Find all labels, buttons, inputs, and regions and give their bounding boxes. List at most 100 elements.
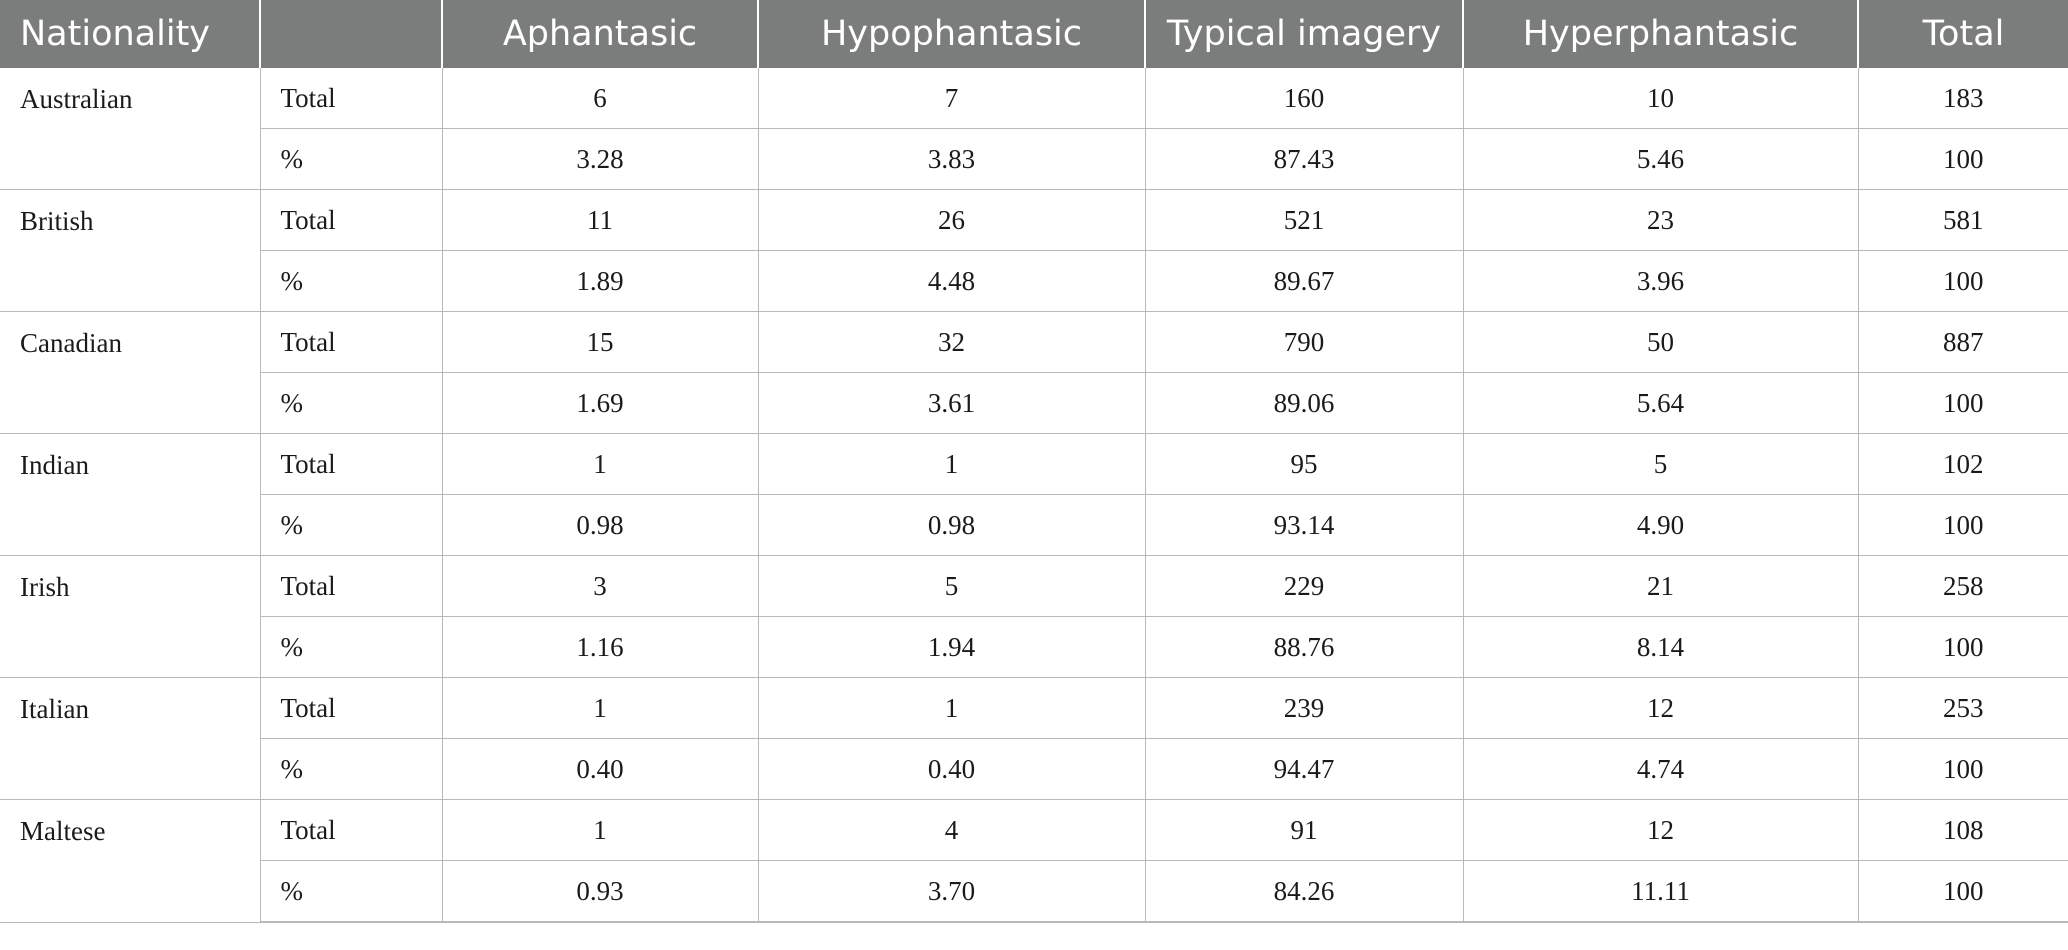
- value-cell: 10: [1463, 68, 1859, 129]
- table-row: Maltese Total 1 4 91 12 108: [0, 799, 2068, 923]
- header-typical-imagery: Typical imagery: [1145, 0, 1464, 68]
- value-cell: 1.16: [442, 616, 759, 678]
- value-cell: 88.76: [1145, 616, 1464, 678]
- row-type-cell: Total: [260, 433, 443, 495]
- value-cell: 12: [1463, 677, 1859, 739]
- value-cell: 581: [1858, 189, 2068, 251]
- value-cell: 100: [1858, 616, 2068, 678]
- value-cell: 50: [1463, 311, 1859, 373]
- value-cell: 1.94: [758, 616, 1146, 678]
- value-cell: 21: [1463, 555, 1859, 617]
- value-cell: 100: [1858, 250, 2068, 312]
- row-type-cell: %: [260, 860, 443, 923]
- nationality-cell: Italian: [0, 677, 261, 800]
- value-cell: 3.28: [442, 128, 759, 190]
- value-cell: 100: [1858, 494, 2068, 556]
- table-header: Nationality Aphantasic Hypophantasic Typ…: [0, 0, 2068, 68]
- value-cell: 100: [1858, 128, 2068, 190]
- row-type-cell: %: [260, 616, 443, 678]
- value-cell: 84.26: [1145, 860, 1464, 923]
- value-cell: 4.48: [758, 250, 1146, 312]
- table-row: % 3.28 3.83 87.43 5.46 100: [0, 128, 2068, 190]
- header-row-type: [260, 0, 443, 68]
- value-cell: 160: [1145, 68, 1464, 129]
- value-cell: 5.64: [1463, 372, 1859, 434]
- value-cell: 4.90: [1463, 494, 1859, 556]
- value-cell: 89.06: [1145, 372, 1464, 434]
- value-cell: 3.70: [758, 860, 1146, 923]
- value-cell: 1.69: [442, 372, 759, 434]
- value-cell: 8.14: [1463, 616, 1859, 678]
- value-cell: 0.40: [758, 738, 1146, 800]
- table-row: Canadian Total 15 32 790 50 887: [0, 311, 2068, 434]
- value-cell: 32: [758, 311, 1146, 373]
- table-row: % 0.40 0.40 94.47 4.74 100: [0, 738, 2068, 800]
- value-cell: 87.43: [1145, 128, 1464, 190]
- value-cell: 0.98: [758, 494, 1146, 556]
- row-type-cell: Total: [260, 189, 443, 251]
- value-cell: 887: [1858, 311, 2068, 373]
- header-nationality: Nationality: [0, 0, 261, 68]
- row-type-cell: Total: [260, 799, 443, 861]
- row-type-cell: %: [260, 738, 443, 800]
- data-table-container: Nationality Aphantasic Hypophantasic Typ…: [0, 0, 2068, 923]
- value-cell: 790: [1145, 311, 1464, 373]
- value-cell: 23: [1463, 189, 1859, 251]
- value-cell: 7: [758, 68, 1146, 129]
- header-row: Nationality Aphantasic Hypophantasic Typ…: [0, 0, 2068, 68]
- value-cell: 26: [758, 189, 1146, 251]
- value-cell: 0.40: [442, 738, 759, 800]
- value-cell: 11: [442, 189, 759, 251]
- value-cell: 5: [758, 555, 1146, 617]
- header-hyperphantasic: Hyperphantasic: [1463, 0, 1859, 68]
- value-cell: 3.61: [758, 372, 1146, 434]
- table-row: % 1.16 1.94 88.76 8.14 100: [0, 616, 2068, 678]
- value-cell: 3: [442, 555, 759, 617]
- table-row: % 0.93 3.70 84.26 11.11 100: [0, 860, 2068, 923]
- value-cell: 1.89: [442, 250, 759, 312]
- value-cell: 100: [1858, 372, 2068, 434]
- value-cell: 94.47: [1145, 738, 1464, 800]
- nationality-imagery-table: Nationality Aphantasic Hypophantasic Typ…: [0, 0, 2068, 923]
- header-total: Total: [1858, 0, 2068, 68]
- value-cell: 1: [442, 677, 759, 739]
- row-type-cell: %: [260, 250, 443, 312]
- row-type-cell: %: [260, 372, 443, 434]
- value-cell: 1: [758, 677, 1146, 739]
- row-type-cell: Total: [260, 68, 443, 129]
- value-cell: 253: [1858, 677, 2068, 739]
- header-hypophantasic: Hypophantasic: [758, 0, 1146, 68]
- row-type-cell: Total: [260, 677, 443, 739]
- value-cell: 0.93: [442, 860, 759, 923]
- value-cell: 95: [1145, 433, 1464, 495]
- value-cell: 5: [1463, 433, 1859, 495]
- value-cell: 108: [1858, 799, 2068, 861]
- value-cell: 521: [1145, 189, 1464, 251]
- value-cell: 1: [758, 433, 1146, 495]
- row-type-cell: %: [260, 494, 443, 556]
- row-type-cell: %: [260, 128, 443, 190]
- table-row: % 1.89 4.48 89.67 3.96 100: [0, 250, 2068, 312]
- value-cell: 229: [1145, 555, 1464, 617]
- value-cell: 4.74: [1463, 738, 1859, 800]
- nationality-cell: Indian: [0, 433, 261, 556]
- value-cell: 89.67: [1145, 250, 1464, 312]
- nationality-cell: Maltese: [0, 799, 261, 923]
- value-cell: 3.96: [1463, 250, 1859, 312]
- table-row: % 1.69 3.61 89.06 5.64 100: [0, 372, 2068, 434]
- value-cell: 102: [1858, 433, 2068, 495]
- table-row: Italian Total 1 1 239 12 253: [0, 677, 2068, 800]
- value-cell: 91: [1145, 799, 1464, 861]
- table-row: Australian Total 6 7 160 10 183: [0, 68, 2068, 190]
- nationality-cell: Australian: [0, 68, 261, 190]
- value-cell: 0.98: [442, 494, 759, 556]
- table-body: Australian Total 6 7 160 10 183% 3.28 3.83 87.43 5…: [0, 68, 2068, 923]
- value-cell: 4: [758, 799, 1146, 861]
- value-cell: 258: [1858, 555, 2068, 617]
- value-cell: 11.11: [1463, 860, 1859, 923]
- table-row: Indian Total 1 1 95 5 102: [0, 433, 2068, 556]
- value-cell: 12: [1463, 799, 1859, 861]
- nationality-cell: Canadian: [0, 311, 261, 434]
- row-type-cell: Total: [260, 311, 443, 373]
- value-cell: 3.83: [758, 128, 1146, 190]
